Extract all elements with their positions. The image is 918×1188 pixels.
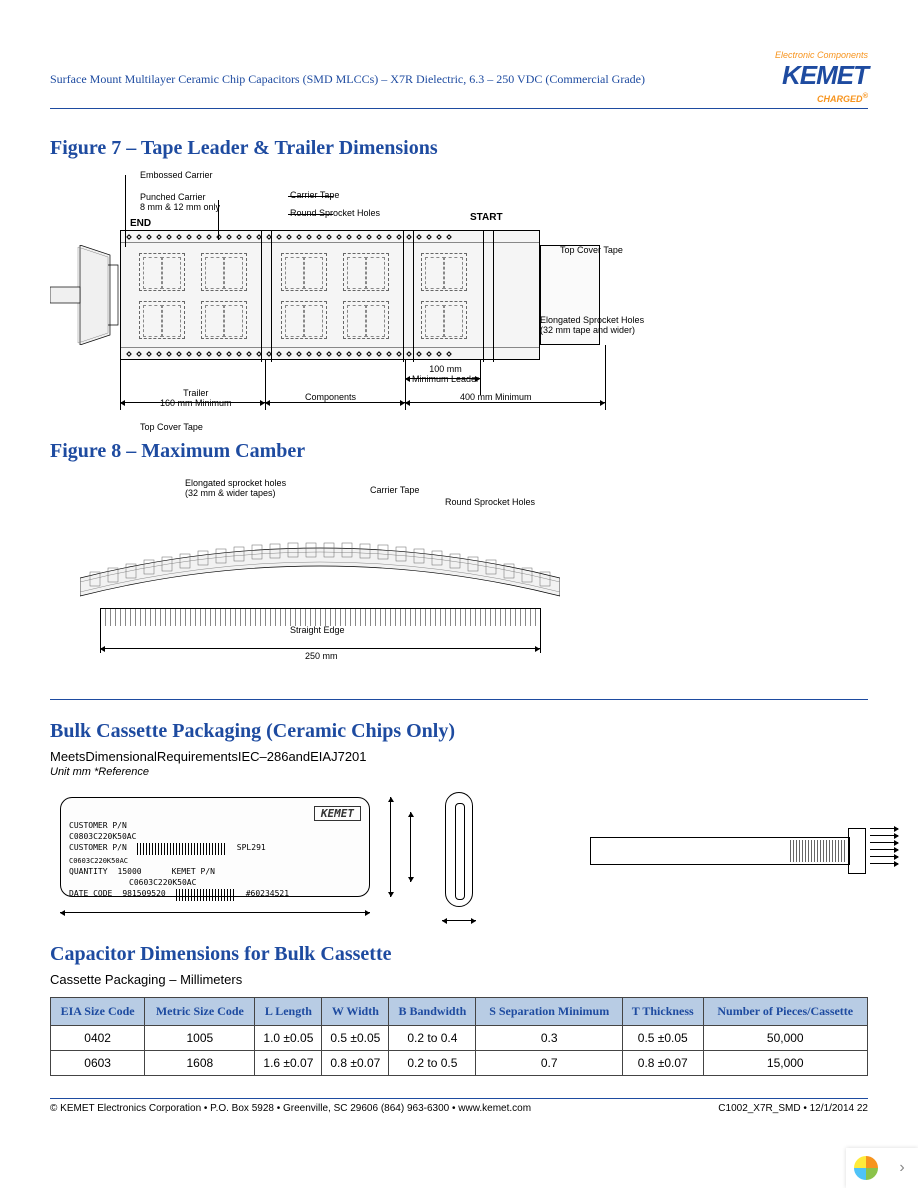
figure7-title: Figure 7 – Tape Leader & Trailer Dimensi… (50, 137, 868, 160)
table-row: 040210051.0 ±0.050.5 ±0.050.2 to 0.40.30… (51, 1026, 868, 1051)
cpn: C0803C220K50AC (69, 832, 136, 841)
cassette-klogo: KEMET (314, 806, 361, 821)
figure8-diagram: Elongated sprocket holes (32 mm & wider … (50, 473, 868, 673)
table-cell: 0.5 ±0.05 (322, 1026, 389, 1051)
qty-lbl: QUANTITY (69, 867, 108, 876)
cass-side-dim (442, 920, 476, 921)
lbl-end: END (130, 218, 151, 229)
lbl-trailer: Trailer 160 mm Minimum (160, 388, 232, 408)
table-cell: 50,000 (703, 1026, 867, 1051)
cpn2-lbl: CUSTOMER P/N (69, 843, 127, 855)
logo-text: KEMET (775, 60, 868, 91)
lbl-punched: Punched Carrier 8 mm & 12 mm only (140, 192, 220, 212)
cassette-diagram: KEMET CUSTOMER P/N C0803C220K50AC CUSTOM… (50, 792, 868, 927)
lbl-250mm: 250 mm (305, 651, 338, 661)
cass-dim-h (390, 797, 391, 897)
lbl-components: Components (305, 392, 356, 402)
tape-body (120, 230, 540, 360)
table-header: Number of Pieces/Cassette (703, 998, 867, 1026)
lbl-elongated: Elongated Sprocket Holes (32 mm tape and… (540, 315, 644, 335)
dims-caption: Cassette Packaging – Millimeters (50, 972, 868, 987)
dims-title: Capacitor Dimensions for Bulk Cassette (50, 943, 868, 966)
table-cell: 0.2 to 0.5 (389, 1051, 476, 1076)
doc-title: Surface Mount Multilayer Ceramic Chip Ca… (50, 72, 645, 87)
kpn: C0603C220K50AC (129, 878, 196, 887)
lbl-roundholes: Round Sprocket Holes (290, 208, 380, 218)
date-lbl: DATE CODE (69, 889, 112, 901)
barcode-icon (137, 843, 227, 855)
footer-right: C1002_X7R_SMD • 12/1/2014 22 (718, 1103, 868, 1114)
cass-dim-w (60, 912, 370, 913)
table-header: T Thickness (622, 998, 703, 1026)
kpn-lbl: KEMET P/N (172, 867, 215, 876)
bulk-unit-note: Unit mm *Reference (50, 766, 868, 778)
table-cell: 0.8 ±0.07 (322, 1051, 389, 1076)
lbl-topcover-l: Top Cover Tape (140, 422, 203, 432)
table-cell: 0.7 (476, 1051, 623, 1076)
reel-icon (50, 245, 120, 345)
figure7-diagram: Embossed Carrier Punched Carrier 8 mm & … (50, 170, 868, 440)
table-cell: 0402 (51, 1026, 145, 1051)
cassette-profile (590, 822, 900, 882)
table-cell: 0603 (51, 1051, 145, 1076)
figure8-title: Figure 8 – Maximum Camber (50, 440, 868, 463)
table-header: Metric Size Code (145, 998, 255, 1026)
lbl-embossed: Embossed Carrier (140, 170, 213, 180)
logo-charged: CHARGED® (775, 91, 868, 104)
table-row: 060316081.6 ±0.070.8 ±0.070.2 to 0.50.70… (51, 1051, 868, 1076)
lbl-carrier: Carrier Tape (290, 190, 339, 200)
table-header: B Bandwidth (389, 998, 476, 1026)
lot: #60234521 (246, 889, 289, 901)
table-header: W Width (322, 998, 389, 1026)
page-footer: © KEMET Electronics Corporation • P.O. B… (50, 1098, 868, 1114)
kemet-logo: Electronic Components KEMET CHARGED® (775, 50, 868, 104)
table-cell: 1005 (145, 1026, 255, 1051)
separator (50, 699, 868, 700)
table-header: S Separation Minimum (476, 998, 623, 1026)
table-cell: 15,000 (703, 1051, 867, 1076)
bulk-subtitle: MeetsDimensionalRequirementsIEC–286andEI… (50, 749, 868, 764)
lbl-f8-carrier: Carrier Tape (370, 485, 419, 495)
dimensions-table: EIA Size CodeMetric Size CodeL LengthW W… (50, 997, 868, 1076)
bulk-title: Bulk Cassette Packaging (Ceramic Chips O… (50, 720, 868, 743)
logo-tagline: Electronic Components (775, 50, 868, 60)
page-header: Surface Mount Multilayer Ceramic Chip Ca… (50, 50, 868, 109)
lbl-f8-elong: Elongated sprocket holes (32 mm & wider … (185, 478, 286, 498)
cass-dim-h2 (410, 812, 411, 882)
lbl-f8-round: Round Sprocket Holes (445, 497, 535, 507)
table-header: EIA Size Code (51, 998, 145, 1026)
table-cell: 1608 (145, 1051, 255, 1076)
lbl-topcover-r: Top Cover Tape (560, 245, 623, 255)
table-cell: 0.2 to 0.4 (389, 1026, 476, 1051)
cpn-lbl: CUSTOMER P/N (69, 821, 127, 830)
table-cell: 0.3 (476, 1026, 623, 1051)
table-cell: 0.8 ±0.07 (622, 1051, 703, 1076)
spl: SPL291 (237, 843, 266, 855)
table-cell: 0.5 ±0.05 (622, 1026, 703, 1051)
curved-tape (80, 528, 560, 598)
next-page-button[interactable]: › (886, 1148, 918, 1188)
page-nav-widget: › (846, 1148, 918, 1188)
cpn2: C0603C220K50AC (69, 857, 128, 865)
date: 981509520 (122, 889, 165, 901)
table-cell: 1.0 ±0.05 (255, 1026, 322, 1051)
table-cell: 1.6 ±0.07 (255, 1051, 322, 1076)
footer-left: © KEMET Electronics Corporation • P.O. B… (50, 1103, 531, 1114)
straight-edge (100, 608, 540, 626)
pinwheel-icon[interactable] (846, 1148, 886, 1188)
table-header: L Length (255, 998, 322, 1026)
lbl-400mm: 400 mm Minimum (460, 392, 532, 402)
lbl-100mm: 100 mm Minimum Leader (412, 364, 479, 384)
lbl-straight: Straight Edge (290, 625, 345, 635)
lbl-start: START (470, 212, 503, 223)
cassette-side-view (445, 792, 473, 907)
dim-250mm (100, 648, 540, 649)
barcode2-icon (176, 889, 236, 901)
qty: 15000 (118, 867, 142, 876)
cassette-label-box: KEMET CUSTOMER P/N C0803C220K50AC CUSTOM… (60, 797, 370, 897)
